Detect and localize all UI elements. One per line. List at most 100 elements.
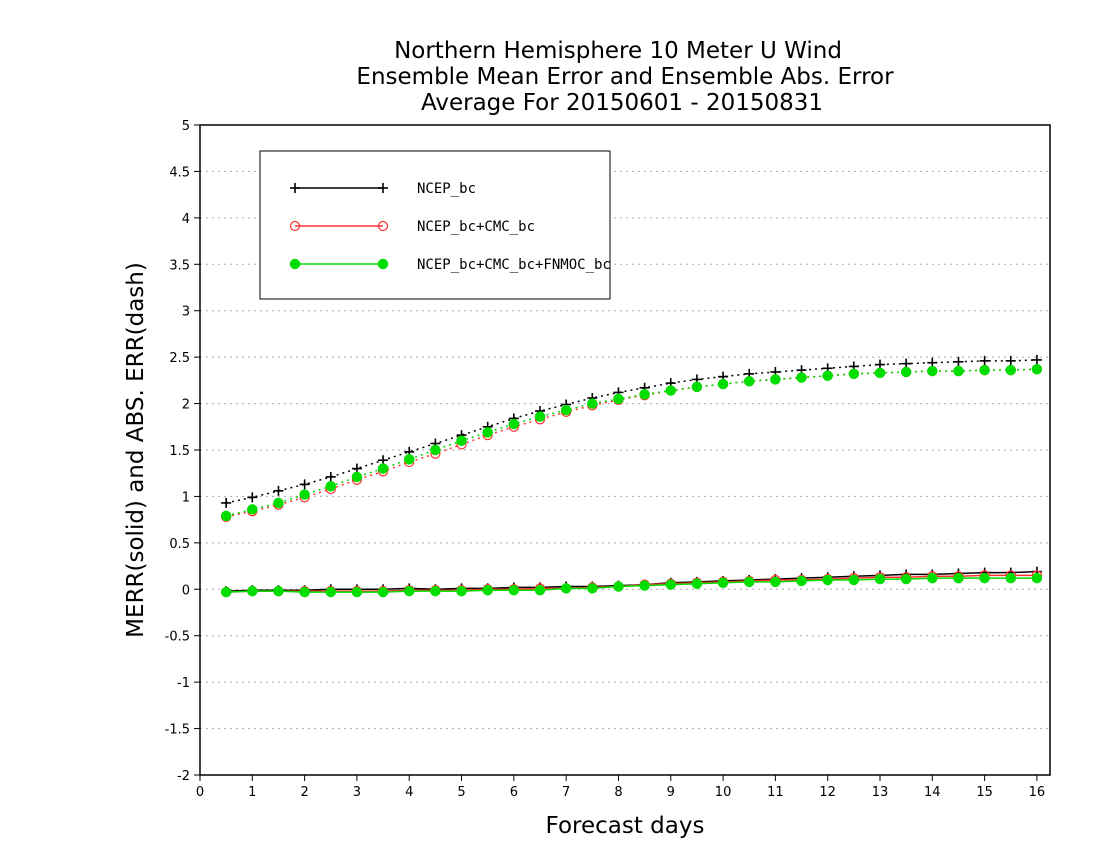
legend-marker <box>378 183 388 193</box>
y-tick-label: 3.5 <box>169 258 190 273</box>
series-1 <box>221 364 1043 598</box>
y-tick-label: 0.5 <box>169 537 190 552</box>
abs-err-point <box>743 376 755 387</box>
x-tick-label: 5 <box>457 785 465 800</box>
merr-point <box>848 574 860 586</box>
abs-err-point <box>665 385 677 396</box>
x-tick-label: 3 <box>353 785 361 800</box>
merr-point <box>927 572 938 584</box>
y-tick-label: -0.5 <box>165 630 190 645</box>
abs-err-point <box>979 355 990 366</box>
merr-point <box>665 579 677 590</box>
abs-err-point <box>273 485 284 496</box>
abs-err-point <box>1031 354 1042 365</box>
legend-item: NCEP_bc+CMC_bc+FNMOC_bc <box>289 257 611 273</box>
merr-point <box>220 586 232 598</box>
legend-marker <box>289 220 301 232</box>
legend-marker <box>290 183 300 193</box>
abs-err-point <box>927 365 938 377</box>
plot-series <box>220 354 1043 598</box>
merr-point <box>770 576 781 588</box>
x-tick-label: 6 <box>510 785 518 800</box>
merr-point <box>534 584 546 596</box>
abs-err-point <box>770 374 781 385</box>
legend-label: NCEP_bc+CMC_bc <box>417 219 535 235</box>
abs-err-point <box>299 479 310 490</box>
merr-point <box>351 586 363 598</box>
y-tick-label: 2.5 <box>169 351 190 366</box>
merr-point <box>273 585 284 597</box>
merr-point <box>717 577 729 589</box>
merr-point <box>482 584 493 596</box>
x-tick-label: 2 <box>300 785 308 800</box>
legend-item: NCEP_bc <box>290 181 476 197</box>
x-tick-label: 8 <box>614 785 622 800</box>
y-tick-label: -2 <box>177 769 190 784</box>
chart-title-line-3: Average For 20150601 - 20150831 <box>421 90 823 116</box>
abs-err-point <box>691 381 703 393</box>
abs-err-point <box>717 378 729 390</box>
abs-err-point <box>613 393 624 405</box>
x-tick-label: 16 <box>1029 785 1046 800</box>
abs-err-point <box>220 510 232 522</box>
abs-err-point <box>273 497 284 509</box>
abs-err-point <box>430 444 441 456</box>
plot-area-frame <box>199 124 1051 776</box>
abs-err-point <box>1005 364 1017 376</box>
y-tick-label: 2 <box>182 398 190 413</box>
y-tick-label: 3 <box>182 305 190 320</box>
x-tick-label: 0 <box>196 785 204 800</box>
merr-point <box>587 583 598 594</box>
abs-err-point <box>534 411 546 422</box>
y-tick-label: 1.5 <box>169 444 190 459</box>
abs-err-point <box>482 427 493 438</box>
merr-point <box>560 583 572 594</box>
merr-point <box>377 586 389 598</box>
abs-err-point <box>325 480 337 492</box>
axis-ticks: -2-1.5-1-0.500.511.522.533.544.550 1 2 3 4 5 6… <box>165 119 1046 800</box>
x-axis-label: Forecast days <box>546 813 705 839</box>
abs-err-point <box>639 389 650 400</box>
x-tick-label: 11 <box>767 785 784 800</box>
merr-point <box>1005 572 1017 584</box>
abs-err-point <box>1005 355 1016 366</box>
abs-err-point <box>377 463 389 474</box>
legend-box <box>259 150 611 300</box>
abs-err-point <box>953 356 964 367</box>
legend-item: NCEP_bc+CMC_bc <box>289 219 535 235</box>
legend: NCEP_bc NCEP_bc+CMC_bc NCEP_bc+CMC_bc+FNMO… <box>259 150 611 300</box>
chart-title-line-2: Ensemble Mean Error and Ensemble Abs. Er… <box>356 64 894 90</box>
abs-err-point <box>822 370 833 381</box>
y-tick-label: 4 <box>182 212 190 227</box>
series-2 <box>220 363 1043 598</box>
abs-err-point <box>403 454 415 465</box>
abs-err-point <box>456 435 467 446</box>
merr-point <box>508 584 520 596</box>
y-tick-label: 4.5 <box>169 165 190 180</box>
abs-err-line <box>225 359 1037 504</box>
abs-err-point <box>848 368 860 380</box>
x-tick-label: 7 <box>562 785 570 800</box>
merr-point <box>456 585 467 597</box>
merr-point <box>900 573 912 585</box>
x-tick-label: 9 <box>667 785 675 800</box>
abs-err-point <box>979 364 990 376</box>
merr-point <box>796 575 807 587</box>
abs-err-point <box>587 398 598 409</box>
merr-point <box>325 586 337 598</box>
abs-err-point <box>247 504 258 515</box>
y-tick-label: -1 <box>177 676 190 691</box>
abs-err-line <box>225 368 1037 517</box>
chart-title: Northern Hemisphere 10 Meter U Wind Ense… <box>356 38 894 116</box>
abs-err-point <box>221 497 232 508</box>
y-tick-label: 0 <box>182 583 190 598</box>
x-tick-label: 13 <box>872 785 889 800</box>
abs-err-point <box>1031 363 1043 375</box>
abs-err-point <box>560 404 572 416</box>
abs-err-point <box>508 418 520 430</box>
merr-point <box>874 573 886 585</box>
x-tick-label: 15 <box>976 785 993 800</box>
abs-err-point <box>900 366 912 378</box>
abs-err-point <box>953 365 964 377</box>
legend-label: NCEP_bc+CMC_bc+FNMOC_bc <box>417 257 611 273</box>
